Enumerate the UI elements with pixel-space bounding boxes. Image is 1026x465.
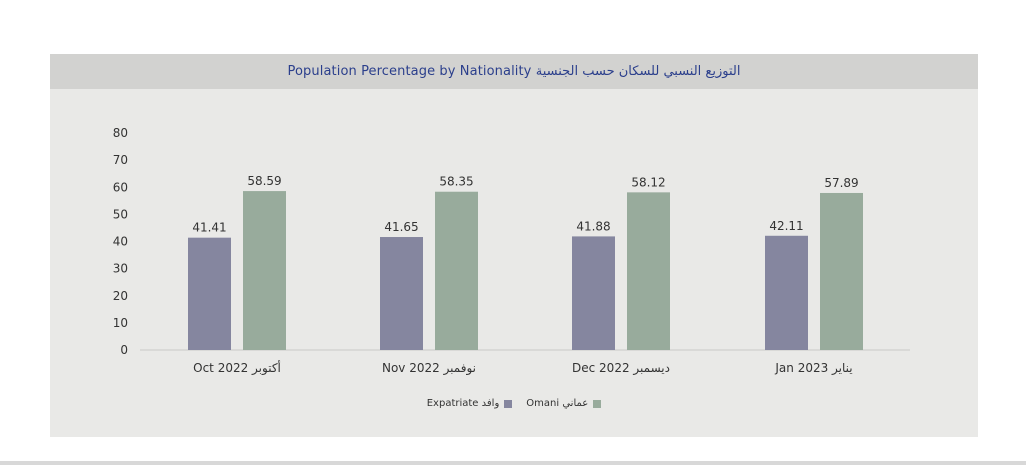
- data-label: 41.41: [192, 221, 226, 235]
- y-tick-label: 80: [113, 126, 128, 140]
- chart-legend: Expatriate وافد Omani عماني: [50, 398, 978, 409]
- data-label: 58.59: [247, 174, 281, 188]
- x-category-label: Dec 2022 ديسمبر: [572, 361, 670, 376]
- chart-title: Population Percentage by Nationality الت…: [287, 64, 741, 79]
- y-tick-label: 40: [113, 235, 128, 249]
- y-tick-label: 70: [113, 153, 128, 167]
- bar-omani: [435, 191, 478, 350]
- bar-expatriate: [188, 237, 231, 350]
- bar-omani: [243, 191, 286, 350]
- legend-item-expatriate: Expatriate وافد: [427, 398, 513, 409]
- y-tick-label: 60: [113, 180, 128, 194]
- data-label: 41.88: [576, 219, 610, 233]
- bar-expatriate: [765, 235, 808, 350]
- x-category-label: Oct 2022 أكتوبر: [193, 360, 281, 376]
- legend-label-expatriate: Expatriate وافد: [426, 398, 500, 409]
- y-tick-label: 0: [120, 343, 128, 357]
- legend-item-omani: Omani عماني: [526, 398, 602, 409]
- bar-omani: [820, 192, 863, 350]
- y-tick-label: 20: [113, 289, 128, 303]
- page-bottom-rule: [0, 461, 1026, 465]
- legend-swatch-expatriate: [504, 399, 513, 408]
- data-label: 57.89: [824, 176, 858, 190]
- legend-label-omani: Omani عماني: [526, 398, 589, 409]
- chart-plot: 0 10 20 30 40 50 60 70 80 41.41 58.59 41.65 58.35 41…: [113, 126, 910, 376]
- bar-omani: [627, 192, 670, 350]
- bar-expatriate: [380, 237, 423, 350]
- chart-title-bar: Population Percentage by Nationality الت…: [50, 54, 978, 89]
- x-category-label: Jan 2023 يناير: [774, 361, 852, 376]
- y-tick-label: 50: [113, 207, 128, 221]
- data-label: 58.12: [631, 175, 665, 189]
- x-category-label: Nov 2022 نوفمبر: [382, 361, 476, 376]
- y-tick-label: 30: [113, 262, 128, 276]
- data-label: 42.11: [769, 219, 803, 233]
- legend-swatch-omani: [593, 399, 602, 408]
- data-label: 41.65: [384, 220, 418, 234]
- bar-expatriate: [572, 236, 615, 350]
- y-tick-label: 10: [113, 316, 128, 330]
- chart-panel: Population Percentage by Nationality الت…: [50, 54, 978, 437]
- data-label: 58.35: [439, 175, 473, 189]
